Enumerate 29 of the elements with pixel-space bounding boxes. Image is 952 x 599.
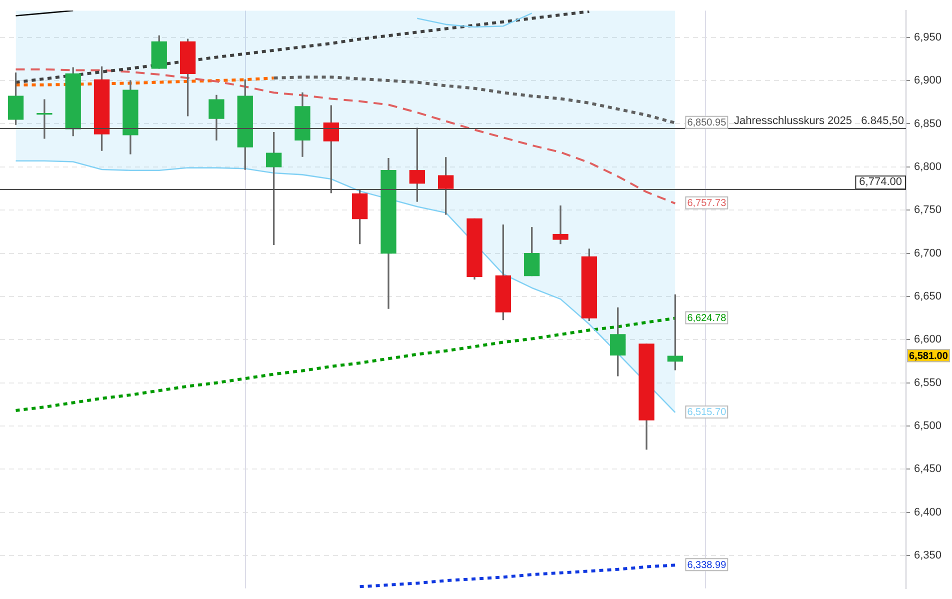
line-series	[358, 564, 677, 588]
data-label: 6,850.95	[687, 118, 727, 129]
y-tick-label: 6,550	[914, 376, 942, 389]
ref-line-label: 6,774.00	[859, 176, 902, 188]
data-label: 6,515.70	[687, 407, 727, 418]
y-tick-label: 6,700	[914, 247, 942, 260]
y-tick-label: 6,600	[914, 334, 942, 346]
y-tick-label: 6,800	[914, 160, 942, 173]
ref-line-label: Jahresschlusskurs 2025 6.845,50	[734, 115, 904, 128]
data-label: 6,624.78	[687, 313, 727, 324]
data-label: 6,757.73	[687, 198, 727, 210]
line-series	[272, 76, 677, 124]
y-tick-label: 6,400	[914, 506, 942, 518]
candlestick	[552, 205, 568, 244]
line-series	[14, 316, 677, 412]
y-tick-label: 6,650	[914, 290, 942, 303]
line-series	[14, 68, 676, 204]
text: 6,581.00	[909, 350, 948, 362]
y-tick-label: 6,850	[914, 118, 942, 130]
y-tick-label: 6,750	[914, 204, 942, 216]
y-tick-label: 6,950	[914, 31, 942, 44]
y-tick-label: 6,450	[914, 463, 942, 476]
candlestick	[36, 99, 52, 139]
y-tick-label: 6,500	[914, 420, 942, 432]
y-tick-label: 6,900	[914, 74, 942, 87]
y-tick-label: 6,350	[914, 550, 942, 562]
line-series	[14, 10, 591, 84]
line-series	[14, 76, 276, 86]
data-label: 6,338.99	[687, 560, 727, 571]
